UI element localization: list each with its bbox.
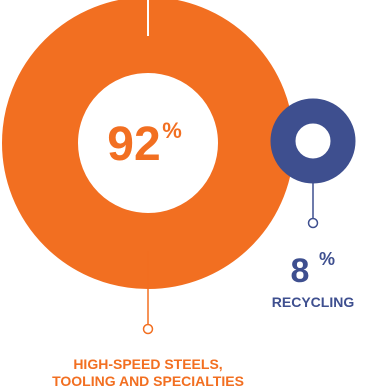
donut-ring-recycling xyxy=(270,98,356,184)
primary-value: 92 xyxy=(107,118,160,171)
secondary-unit: % xyxy=(319,249,335,269)
secondary-leader-dot xyxy=(307,217,319,229)
secondary-label: RECYCLING xyxy=(272,294,355,310)
secondary-value: 8 xyxy=(291,252,310,290)
primary-leader-dot xyxy=(142,323,154,335)
primary-unit: % xyxy=(162,118,182,143)
primary-label-line-2: TOOLING AND SPECIALTIES xyxy=(52,373,244,389)
primary-label-line-1: HIGH-SPEED STEELS, xyxy=(73,356,222,372)
